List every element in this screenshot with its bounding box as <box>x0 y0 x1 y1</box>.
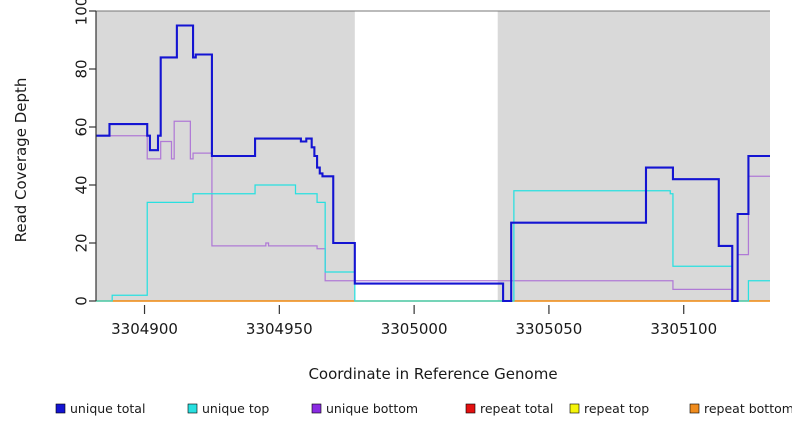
legend-swatch-repeat-total <box>465 403 476 414</box>
legend-swatch-repeat-top <box>569 403 580 414</box>
legend-label-repeat-bottom: repeat bottom <box>704 401 792 416</box>
series-unique-total <box>96 24 770 303</box>
x-tick-label-3304950: 3304950 <box>246 320 313 338</box>
legend-swatch-unique-top <box>187 403 198 414</box>
y-tick-label-100: 100 <box>73 0 91 25</box>
x-axis-title: Coordinate in Reference Genome <box>308 365 557 383</box>
plot-panel-background <box>96 10 770 301</box>
y-tick-label-0: 0 <box>73 296 91 306</box>
legend-label-unique-bottom: unique bottom <box>326 401 418 416</box>
chart-legend: unique total unique top unique bottom repea… <box>55 401 792 416</box>
x-tick-label-3304900: 3304900 <box>111 320 178 338</box>
legend-swatch-unique-total <box>55 403 66 414</box>
series-unique-bottom <box>96 120 770 302</box>
series-unique-top <box>96 184 770 302</box>
y-axis: 0 20 40 60 80 100 <box>73 0 97 306</box>
y-tick-label-20: 20 <box>73 233 91 252</box>
y-axis-title: Read Coverage Depth <box>12 78 30 243</box>
x-tick-label-3305100: 3305100 <box>650 320 717 338</box>
legend-swatch-repeat-bottom <box>689 403 700 414</box>
y-tick-label-60: 60 <box>73 117 91 136</box>
y-tick-label-40: 40 <box>73 175 91 194</box>
shaded-region-1 <box>497 11 770 301</box>
x-axis: 3304900 3304950 3305000 3305050 3305100 <box>111 305 717 338</box>
legend-label-unique-top: unique top <box>202 401 269 416</box>
y-tick-label-80: 80 <box>73 59 91 78</box>
series-layer <box>96 24 770 303</box>
x-tick-label-3305050: 3305050 <box>516 320 583 338</box>
legend-label-unique-total: unique total <box>70 401 145 416</box>
x-tick-label-3305000: 3305000 <box>381 320 448 338</box>
legend-label-repeat-total: repeat total <box>480 401 553 416</box>
legend-label-repeat-top: repeat top <box>584 401 649 416</box>
legend-swatch-unique-bottom <box>311 403 322 414</box>
